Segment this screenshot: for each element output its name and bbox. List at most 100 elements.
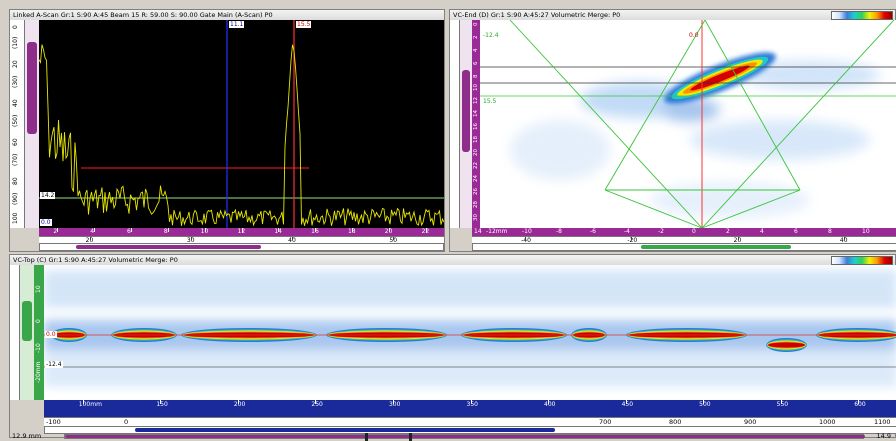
vc-top-vertical-track[interactable]: [20, 265, 35, 400]
vc-end-vruler-label: 10: [473, 84, 479, 91]
vc-top-hruler-label: 150: [156, 401, 168, 408]
ascan-horizontal-scrollbar[interactable]: [39, 243, 444, 251]
vc-end-hruler-label: 2: [726, 228, 730, 235]
vc-top-panel: VC-Top (C) Gr:1 S:90 A:45:27 Volumetric …: [9, 254, 896, 441]
vc-end-hruler-label: 14: [474, 228, 482, 235]
vc-top-status-right: 14.9: [876, 432, 891, 440]
ascan-amplitude-ruler[interactable]: [10, 20, 25, 228]
ascan-hruler-label: 10: [201, 228, 209, 235]
vc-end-vruler-label: 16: [473, 123, 479, 130]
vc-end-depth-ruler[interactable]: [450, 20, 460, 228]
vc-top-hruler-label: 100mm: [78, 401, 102, 408]
vc-end-hruler-label: 8: [828, 228, 832, 235]
ruler-tick: [82, 400, 84, 404]
vc-end-label-mid: 15.5: [483, 98, 497, 105]
ascan-plot-svg: [39, 20, 444, 228]
vc-end-plot[interactable]: 0.0 -12.4 15.5: [480, 20, 896, 228]
vc-top-hruler-label: 600: [854, 401, 866, 408]
ruler-tick: [470, 400, 472, 404]
vc-top-horizontal-scale: -100 0 700 800 900 1000 1100: [44, 417, 896, 427]
vc-end-horizontal-scrollbar[interactable]: [472, 243, 896, 251]
vc-top-horizontal-scrollbar[interactable]: [44, 426, 896, 434]
vc-top-hruler-label: 300: [388, 401, 401, 408]
vc-top-horizontal-ruler[interactable]: 100mm 150 200 250 300 350 400 450 500 550 600: [44, 400, 896, 417]
vc-top-horizontal-thumb[interactable]: [135, 428, 555, 432]
ruler-tick: [315, 228, 317, 232]
ascan-vruler-label: 0: [12, 25, 19, 29]
vc-end-scale-label: -20: [627, 237, 638, 244]
ascan-vertical-track[interactable]: [25, 20, 40, 228]
ruler-tick: [388, 228, 390, 232]
vc-end-label-upper: -12.4: [483, 32, 499, 39]
vc-top-bottom-handle-left[interactable]: [365, 433, 368, 441]
ruler-tick: [89, 237, 91, 240]
ascan-vertical-thumb[interactable]: [27, 42, 37, 134]
ascan-vruler-label: 20: [12, 60, 19, 68]
vc-top-plot-svg: [44, 270, 896, 387]
ruler-tick: [393, 237, 395, 240]
ascan-horizontal-ruler[interactable]: 2 4 6 8 10 12 14 16 18 20 22: [39, 228, 444, 236]
vc-top-bottom-track[interactable]: [64, 433, 865, 441]
vc-end-depth-scale[interactable]: [472, 20, 480, 228]
vc-end-vruler-label: 20: [473, 149, 479, 156]
vc-top-color-palette: [831, 256, 893, 265]
vc-top-plot[interactable]: 0.0 -12.4: [44, 265, 896, 400]
vc-top-vertical-thumb[interactable]: [22, 301, 32, 341]
ruler-tick: [315, 400, 317, 404]
vc-end-vruler-label: 30: [473, 214, 479, 221]
vc-top-bottom-thumb[interactable]: [65, 435, 865, 438]
ruler-tick: [525, 237, 527, 240]
ascan-vruler-label: (70): [12, 153, 19, 166]
ascan-plot[interactable]: 11.1 15.5 14.2 0.0: [39, 20, 444, 228]
ruler-tick: [548, 400, 550, 404]
defect-indication: [768, 342, 805, 348]
vc-top-vruler-label: -10: [35, 343, 42, 353]
vc-end-color-palette: [831, 11, 893, 20]
ruler-tick: [131, 228, 133, 232]
ascan-hruler-label: 8: [163, 228, 168, 235]
vc-end-scale-label: 40: [839, 237, 848, 244]
ruler-tick: [858, 400, 860, 404]
vc-end-vruler-label: 14: [473, 110, 479, 117]
vc-end-vruler-label: 24: [473, 175, 479, 182]
vc-top-scale-label: 1000: [819, 418, 836, 426]
ascan-scale-label: 50: [389, 237, 398, 244]
vc-top-hruler-label: 550: [776, 401, 789, 408]
ascan-hruler-label: 14: [274, 228, 282, 235]
vc-end-scale-label: 20: [733, 237, 742, 244]
vc-top-scale-label: 0: [124, 418, 129, 426]
ascan-vruler-label: (50): [12, 114, 19, 127]
ascan-horizontal-thumb[interactable]: [76, 245, 261, 249]
vc-end-hruler-label: 10: [862, 228, 870, 235]
vc-end-plot-svg: [480, 20, 896, 228]
ascan-hruler-label: 2: [53, 228, 58, 235]
vc-top-hruler-label: 450: [621, 401, 634, 408]
vc-top-status-left: 12.9 mm: [12, 432, 42, 440]
ruler-tick: [780, 400, 782, 404]
vc-end-horizontal-thumb[interactable]: [641, 245, 791, 249]
ascan-hruler-label: 16: [311, 228, 319, 235]
ascan-hruler-label: 18: [348, 228, 356, 235]
vc-end-hruler-label: -4: [624, 228, 630, 235]
ruler-tick: [241, 228, 243, 232]
vc-top-index-scale[interactable]: [34, 265, 44, 400]
vc-end-hruler-label: 4: [760, 228, 764, 235]
ascan-marker-red[interactable]: 15.5: [296, 21, 312, 28]
ascan-vruler-label: (30): [12, 75, 19, 88]
ruler-tick: [94, 228, 96, 232]
vc-end-defect-indication: [664, 52, 776, 104]
ascan-trace: [39, 44, 444, 227]
vc-end-vruler-label: 4: [473, 48, 479, 53]
vc-end-horizontal-ruler[interactable]: 14 -12mm -10 -8 -6 -4 -2 0 2 4 6 8 10: [472, 228, 896, 236]
ascan-vruler-label: (90): [12, 192, 19, 205]
vc-end-vertical-thumb[interactable]: [462, 70, 470, 152]
ruler-tick: [292, 237, 294, 240]
vc-end-vruler-label: 2: [473, 35, 479, 40]
ascan-vruler-label: (10): [12, 36, 19, 49]
vc-top-bottom-handle-right[interactable]: [409, 433, 412, 441]
vc-top-index-ruler[interactable]: [10, 265, 20, 400]
vc-top-hruler-label: 250: [311, 401, 323, 408]
vc-end-vruler-label: 22: [473, 162, 479, 169]
ascan-marker-blue[interactable]: 11.1: [229, 21, 245, 28]
ascan-vruler-label: 80: [12, 177, 19, 185]
